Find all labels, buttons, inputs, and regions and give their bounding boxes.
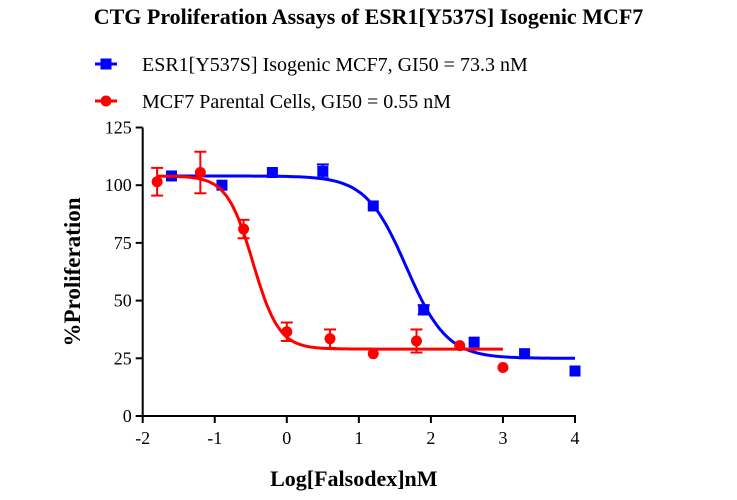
data-point — [281, 326, 293, 338]
data-point — [367, 200, 379, 212]
y-tick-label: 125 — [105, 118, 132, 138]
data-point — [468, 336, 480, 348]
data-point — [569, 365, 581, 377]
x-tick-label: -2 — [135, 428, 150, 448]
data-point — [238, 223, 250, 235]
data-point — [497, 362, 509, 374]
y-tick-label: 25 — [114, 348, 132, 368]
data-point — [324, 333, 336, 345]
data-point — [454, 340, 466, 352]
x-tick-label: 4 — [571, 428, 580, 448]
y-tick-label: 50 — [114, 291, 132, 311]
y-tick-label: 100 — [105, 175, 132, 195]
data-point — [519, 348, 531, 360]
legend-label: ESR1[Y537S] Isogenic MCF7, GI50 = 73.3 n… — [142, 54, 528, 76]
y-axis-label: %Proliferation — [60, 197, 85, 346]
legend-marker — [100, 58, 112, 70]
fit-curve-2 — [157, 174, 503, 351]
x-tick-label: -1 — [207, 428, 222, 448]
legend-label: MCF7 Parental Cells, GI50 = 0.55 nM — [142, 91, 451, 113]
data-point — [266, 167, 278, 179]
data-point — [151, 176, 163, 188]
data-point — [216, 179, 228, 191]
data-point — [194, 167, 206, 179]
chart-title: CTG Proliferation Assays of ESR1[Y537S] … — [93, 4, 644, 29]
y-tick-label: 0 — [123, 406, 132, 426]
data-point — [410, 335, 422, 347]
x-tick-label: 1 — [354, 428, 363, 448]
data-point — [367, 348, 379, 360]
y-tick-label: 75 — [114, 233, 132, 253]
x-axis-label: Log[Falsodex]nM — [270, 466, 438, 491]
x-tick-label: 3 — [498, 428, 507, 448]
x-tick-label: 0 — [282, 428, 291, 448]
data-point — [418, 304, 430, 316]
legend-marker — [100, 95, 112, 107]
x-tick-label: 2 — [426, 428, 435, 448]
data-point — [317, 165, 329, 177]
